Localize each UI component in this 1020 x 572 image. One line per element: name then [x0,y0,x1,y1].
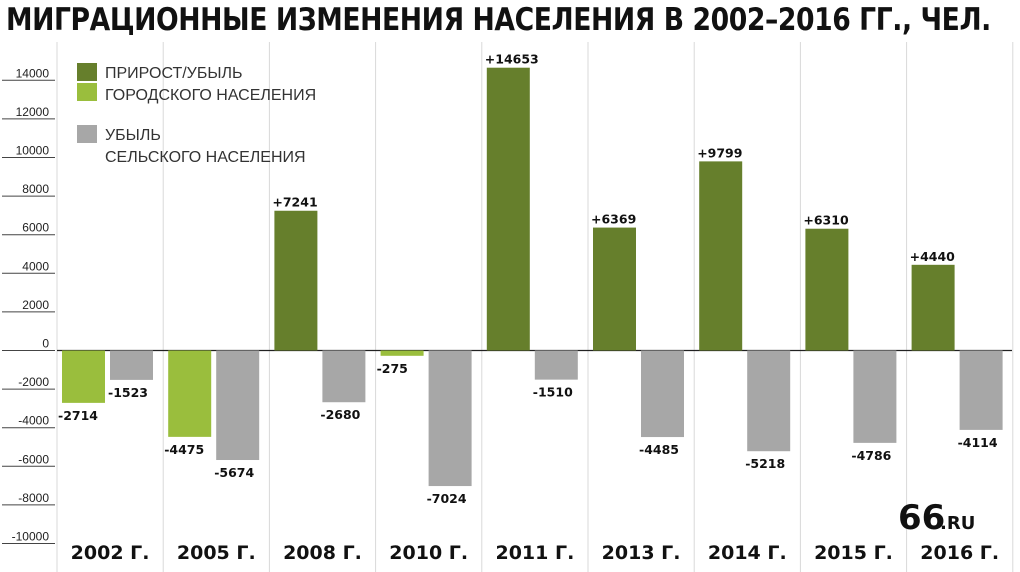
data-label-urban: +6310 [803,213,849,228]
data-label-rural: -1523 [108,385,148,400]
y-tick-label: 0 [42,337,49,351]
y-tick-label: 12000 [16,105,50,119]
data-label-rural: -5218 [745,456,785,471]
y-tick-label: 8000 [22,182,49,196]
data-label-rural: -2680 [320,407,360,422]
y-tick-label: -10000 [12,530,50,544]
data-label-urban: -4475 [164,442,204,457]
bar-rural [428,350,472,487]
bar-urban [380,350,424,356]
y-tick-label: -8000 [18,491,49,505]
data-label-rural: -1510 [533,385,573,400]
bar-urban [593,227,636,351]
category-label: 2014 Г. [708,542,787,564]
bar-rural [959,350,1003,430]
data-label-rural: -5674 [214,465,254,480]
grid-lines [56,42,1014,572]
data-label-rural: -4786 [851,448,891,463]
logo: 66 .RU [898,498,975,538]
bar-urban [699,161,743,351]
logo-main: 66 [898,498,945,538]
bar-urban [62,350,105,403]
category-label: 2008 Г. [283,542,362,564]
y-tick-label: 2000 [22,298,49,312]
bar-urban [805,228,849,351]
legend-swatch-rural-loss [77,125,97,143]
category-label: 2016 Г. [920,542,999,564]
bar-urban [274,210,318,351]
category-label: 2010 Г. [389,542,468,564]
bar-urban [911,264,955,351]
category-label: 2011 Г. [495,542,574,564]
data-label-rural: -4114 [958,435,998,450]
y-tick-label: -2000 [18,375,49,389]
data-label-urban: -275 [377,361,408,376]
legend-label-urban-line1: ПРИРОСТ/УБЫЛЬ [105,65,243,82]
bar-urban [486,67,530,351]
bar-rural [322,350,366,403]
legend: ПРИРОСТ/УБЫЛЬ ГОРОДСКОГО НАСЕЛЕНИЯ УБЫЛЬ… [77,63,316,166]
data-label-urban: +14653 [485,52,539,67]
bar-rural [641,350,684,438]
data-label-rural: -7024 [427,491,467,506]
data-label-urban: -2714 [58,408,98,423]
category-label: 2013 Г. [602,542,681,564]
category-label: 2015 Г. [814,542,893,564]
y-tick-label: -4000 [18,414,49,428]
y-tick-label: -6000 [18,452,49,466]
data-label-rural: -4485 [639,442,679,457]
data-label-urban: +4440 [910,249,956,264]
data-label-urban: +7241 [272,195,317,210]
category-label: 2005 Г. [177,542,256,564]
legend-label-rural-line2: СЕЛЬСКОГО НАСЕЛЕНИЯ [105,149,306,166]
bar-rural [747,350,791,452]
data-label-urban: +9799 [697,145,742,160]
y-tick-label: 10000 [16,144,50,158]
bars [62,67,1003,487]
y-tick-label: 14000 [16,66,50,80]
y-axis: 14000 12000 10000 8000 6000 4000 2000 0 -2000 -40… [2,66,55,544]
logo-suffix: .RU [940,513,975,534]
chart-title: МИГРАЦИОННЫЕ ИЗМЕНЕНИЯ НАСЕЛЕНИЯ В 2002–… [6,2,991,38]
category-labels: 2002 Г. 2005 Г. 2008 Г. 2010 Г. 2011 Г. 2013 … [71,542,999,564]
data-label-urban: +6369 [591,212,636,227]
bar-rural [110,350,153,380]
legend-swatch-urban-growth [77,63,97,81]
bar-urban [168,350,212,437]
bar-rural [534,350,578,380]
bar-rural [853,350,897,443]
legend-swatch-urban-loss [77,83,97,101]
y-tick-label: 4000 [22,259,49,273]
y-tick-label: 6000 [22,221,49,235]
legend-label-rural-line1: УБЫЛЬ [105,127,161,144]
category-label: 2002 Г. [71,542,150,564]
legend-label-urban-line2: ГОРОДСКОГО НАСЕЛЕНИЯ [105,87,316,104]
data-labels: -2714 -1523 -4475 -5674 +7241 -2680 -275 -7024 +… [58,52,998,506]
bar-rural [216,350,260,461]
